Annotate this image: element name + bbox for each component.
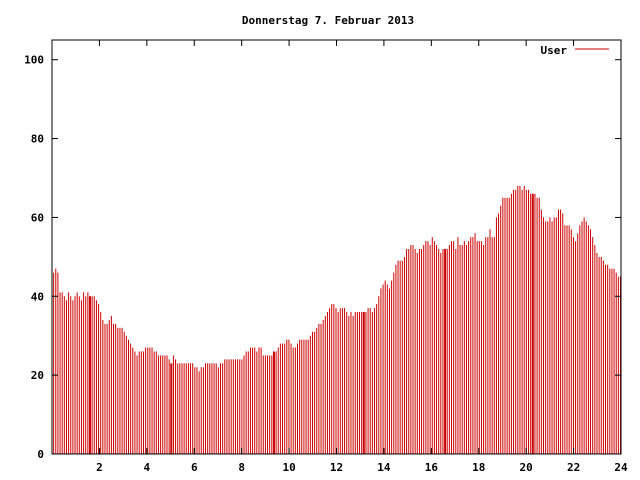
y-tick-label: 80: [31, 133, 44, 146]
x-tick-label: 14: [377, 461, 391, 474]
y-tick-label: 100: [24, 54, 44, 67]
x-tick-label: 4: [144, 461, 151, 474]
x-tick-label: 10: [282, 461, 295, 474]
bar-series: [53, 185, 621, 454]
x-tick-label: 2: [96, 461, 103, 474]
y-tick-label: 0: [37, 448, 44, 461]
y-axis: 0 20 40 60 80 100: [24, 54, 621, 461]
chart-title: Donnerstag 7. Februar 2013: [242, 14, 414, 27]
x-tick-label: 20: [520, 461, 533, 474]
x-tick-label: 22: [567, 461, 580, 474]
plot-frame: [51, 39, 622, 455]
legend: User: [541, 44, 609, 57]
x-tick-label: 16: [425, 461, 439, 474]
x-tick-label: 8: [238, 461, 245, 474]
y-tick-label: 40: [31, 290, 44, 303]
x-axis: 2 4 6 8 10 12 14 16 18 20 22 24: [96, 40, 628, 474]
legend-label-user: User: [541, 44, 568, 57]
y-tick-label: 60: [31, 211, 44, 224]
y-tick-label: 20: [31, 369, 44, 382]
x-tick-label: 18: [472, 461, 485, 474]
x-tick-label: 6: [191, 461, 198, 474]
x-tick-label: 24: [614, 461, 628, 474]
x-tick-label: 12: [330, 461, 343, 474]
